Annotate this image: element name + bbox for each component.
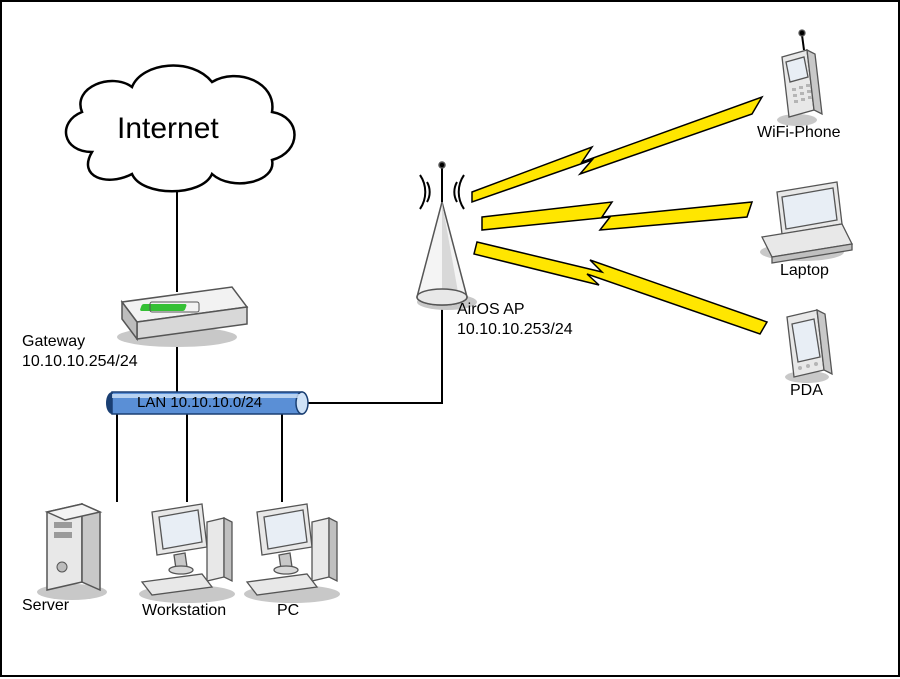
wireless-edges	[472, 97, 767, 334]
pc-label: PC	[277, 602, 299, 620]
edge-lan-ap	[302, 302, 442, 403]
wifi-phone-icon	[777, 30, 822, 126]
workstation-icon	[139, 504, 235, 603]
bolt-to-laptop	[482, 202, 752, 230]
pda-label: PDA	[790, 382, 823, 400]
pda-icon	[785, 310, 832, 383]
server-icon	[37, 504, 107, 600]
diagram-canvas: Internet Gateway 10.10.10.254/24 LAN 10.…	[0, 0, 900, 677]
laptop-icon	[760, 182, 852, 263]
internet-label: Internet	[117, 112, 219, 146]
wifi-phone-label: WiFi-Phone	[757, 124, 841, 142]
pc-icon	[244, 504, 340, 603]
bolt-to-wifi-phone	[472, 97, 762, 202]
ap-label: AirOS AP 10.10.10.253/24	[457, 300, 573, 340]
server-label: Server	[22, 597, 69, 615]
lan-label: LAN 10.10.10.0/24	[137, 394, 262, 411]
gateway-label: Gateway 10.10.10.254/24	[22, 332, 138, 372]
workstation-label: Workstation	[142, 602, 226, 620]
laptop-label: Laptop	[780, 262, 829, 280]
ap-icon	[417, 162, 477, 310]
